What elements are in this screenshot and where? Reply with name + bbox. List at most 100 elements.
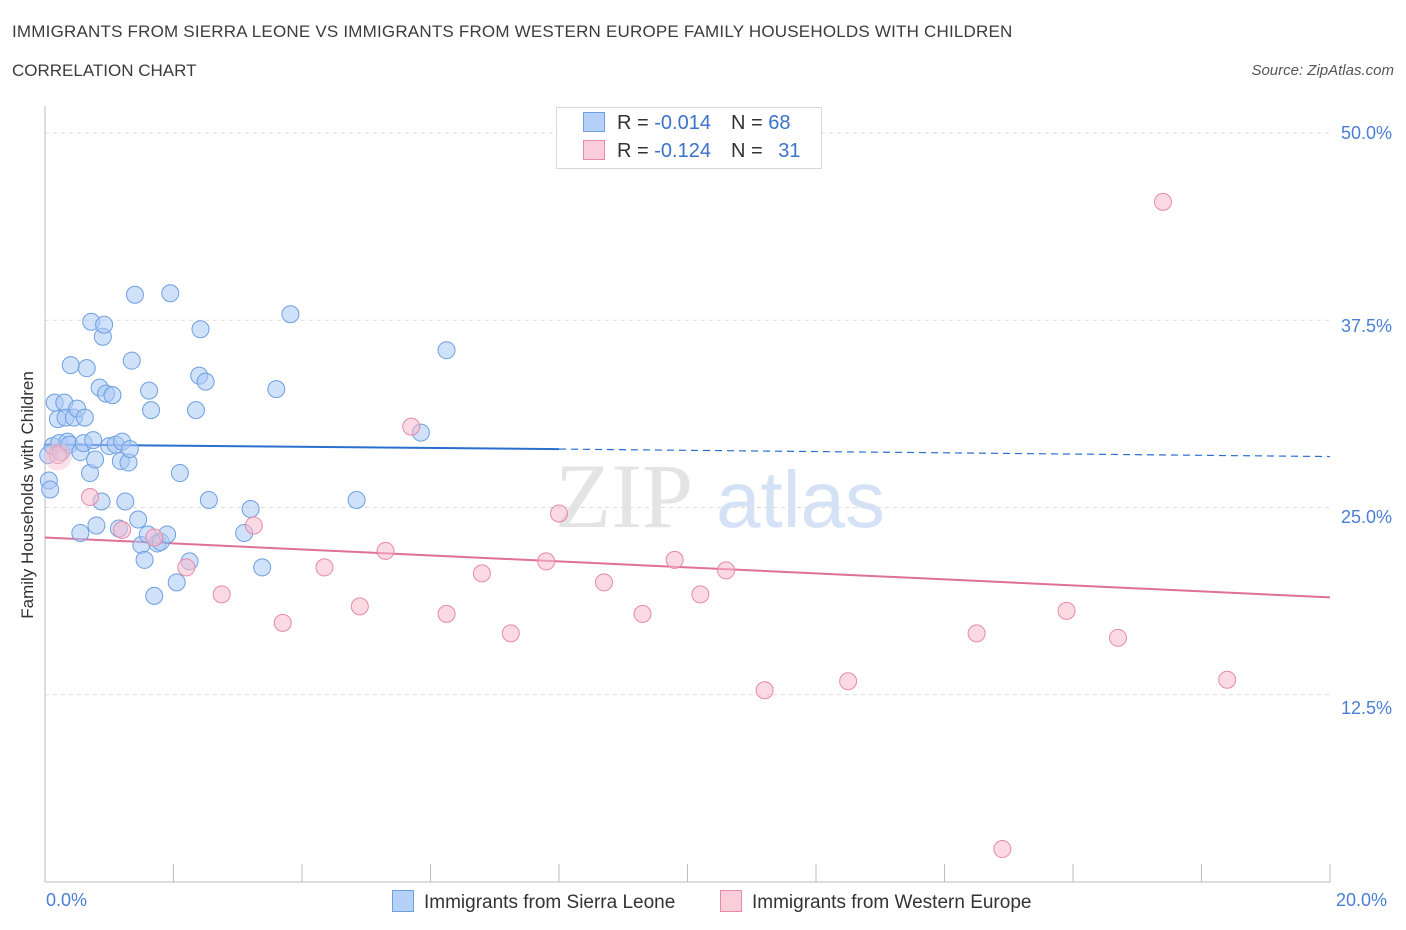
point-sierra-leone xyxy=(253,558,272,577)
point-western-europe xyxy=(145,528,164,547)
point-sierra-leone xyxy=(77,359,96,378)
point-western-europe xyxy=(273,613,292,632)
watermark-zip: ZIP xyxy=(555,445,693,547)
point-sierra-leone xyxy=(199,491,218,509)
point-sierra-leone xyxy=(125,285,144,304)
point-western-europe xyxy=(537,552,556,571)
point-sierra-leone xyxy=(347,491,366,509)
trend-line-sierra-leone-extrapolated xyxy=(558,448,1331,458)
point-sierra-leone xyxy=(71,523,90,542)
legend-label-western-europe: Immigrants from Western Europe xyxy=(752,892,1032,913)
point-sierra-leone xyxy=(116,492,135,511)
point-sierra-leone xyxy=(142,401,161,420)
point-sierra-leone xyxy=(196,372,215,391)
legend-item-western-europe: Immigrants from Western Europe xyxy=(720,890,1031,914)
point-sierra-leone xyxy=(103,386,122,405)
data-points xyxy=(39,123,1237,859)
point-sierra-leone xyxy=(170,464,189,483)
point-western-europe xyxy=(1218,670,1237,689)
point-sierra-leone xyxy=(145,586,164,605)
gridlines xyxy=(45,132,1330,696)
point-western-europe xyxy=(839,672,858,691)
legend-item-sierra-leone: Immigrants from Sierra Leone xyxy=(392,890,675,914)
point-sierra-leone xyxy=(281,305,300,324)
point-western-europe xyxy=(244,516,263,535)
point-western-europe xyxy=(1153,192,1172,211)
point-western-europe xyxy=(691,585,710,604)
point-sierra-leone xyxy=(140,381,159,400)
point-sierra-leone xyxy=(61,356,80,375)
point-western-europe xyxy=(48,446,67,465)
point-western-europe xyxy=(212,585,231,604)
legend-n-label: N = xyxy=(730,140,769,162)
y-tick-label-50: 50.0% xyxy=(1340,123,1392,143)
point-sierra-leone xyxy=(191,320,210,339)
point-sierra-leone xyxy=(267,380,286,399)
chart-title: IMMIGRANTS FROM SIERRA LEONE VS IMMIGRAN… xyxy=(12,22,1013,41)
point-sierra-leone xyxy=(86,450,105,469)
point-sierra-leone xyxy=(87,516,106,535)
legend-n-value: 31 xyxy=(778,140,801,162)
point-sierra-leone xyxy=(84,431,103,450)
point-western-europe xyxy=(1108,628,1127,647)
legend-row-western-europe: R = -0.124 N = 31 xyxy=(583,140,800,163)
y-tick-label-37-5: 37.5% xyxy=(1340,316,1392,336)
point-western-europe xyxy=(993,840,1012,859)
point-sierra-leone xyxy=(120,440,139,459)
point-western-europe xyxy=(177,558,196,577)
point-western-europe xyxy=(437,604,456,623)
point-western-europe xyxy=(1057,601,1076,620)
point-sierra-leone xyxy=(75,408,94,427)
y-tick-label-12-5: 12.5% xyxy=(1340,698,1392,718)
point-western-europe xyxy=(633,604,652,623)
point-sierra-leone xyxy=(122,351,141,370)
legend-r-label: R = xyxy=(617,112,655,134)
point-sierra-leone xyxy=(186,401,205,420)
point-western-europe xyxy=(550,504,568,523)
point-sierra-leone xyxy=(95,315,114,334)
point-western-europe xyxy=(967,624,986,643)
legend-swatch-pink xyxy=(720,890,742,912)
point-sierra-leone xyxy=(437,341,456,360)
x-tick-label-max: 20.0% xyxy=(1336,890,1388,910)
point-western-europe xyxy=(755,681,774,700)
y-tick-label-25: 25.0% xyxy=(1340,507,1392,527)
point-sierra-leone xyxy=(41,480,60,499)
point-sierra-leone xyxy=(161,284,180,303)
trend-line-western-europe xyxy=(44,536,1331,599)
legend-row-sierra-leone: R = -0.014 N = 68 xyxy=(583,112,790,135)
legend-r-label: R = xyxy=(617,140,655,162)
point-cluster-western-europe xyxy=(43,442,72,471)
legend-swatch-blue xyxy=(583,112,605,132)
point-western-europe xyxy=(717,561,736,580)
point-sierra-leone xyxy=(241,499,260,518)
source-credit: Source: ZipAtlas.com xyxy=(1251,62,1394,79)
watermark-atlas: atlas xyxy=(716,455,885,544)
point-sierra-leone xyxy=(167,573,186,592)
point-western-europe xyxy=(350,597,369,616)
point-western-europe xyxy=(594,573,613,592)
legend-swatch-pink xyxy=(583,140,605,160)
point-sierra-leone xyxy=(135,550,154,569)
legend-n-value: 68 xyxy=(768,112,791,134)
point-western-europe xyxy=(315,558,334,577)
legend-r-value: -0.014 xyxy=(654,112,711,134)
point-western-europe xyxy=(665,550,684,569)
stats-legend: R = -0.014 N = 68 R = -0.124 N = 31 xyxy=(556,107,822,169)
y-axis-title: Family Households with Children xyxy=(18,371,37,619)
chart-subtitle: CORRELATION CHART xyxy=(12,61,197,80)
point-western-europe xyxy=(376,541,395,560)
point-western-europe xyxy=(113,520,132,539)
point-sierra-leone xyxy=(129,510,148,529)
point-western-europe xyxy=(402,417,421,436)
point-western-europe xyxy=(472,564,491,583)
legend-swatch-blue xyxy=(392,890,414,912)
point-western-europe xyxy=(501,624,520,643)
point-western-europe xyxy=(80,488,99,507)
legend-n-label: N = xyxy=(730,112,769,134)
legend-label-sierra-leone: Immigrants from Sierra Leone xyxy=(424,892,676,913)
watermark: ZIP atlas xyxy=(555,445,885,547)
x-tick-label-min: 0.0% xyxy=(46,890,88,910)
legend-r-value: -0.124 xyxy=(654,140,711,162)
